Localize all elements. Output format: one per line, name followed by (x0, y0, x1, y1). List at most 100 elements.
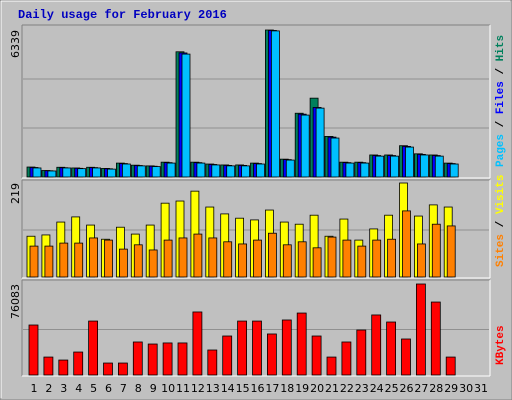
bar (326, 356, 337, 376)
bar (223, 241, 233, 278)
bar (330, 137, 340, 178)
bar (29, 245, 39, 278)
bar (44, 245, 54, 278)
bar (208, 237, 218, 278)
bar (118, 362, 128, 376)
bar (419, 154, 429, 178)
x-tick-label: 6 (105, 382, 112, 395)
bar (162, 342, 173, 376)
x-tick-label: 9 (150, 382, 157, 395)
x-tick-label: 8 (135, 382, 142, 395)
bar (415, 283, 426, 376)
bar (77, 168, 87, 178)
legend-entry: Sites (495, 234, 507, 267)
bar (178, 237, 188, 278)
bar (92, 167, 101, 178)
x-tick-label: 31 (474, 382, 488, 395)
x-tick-label: 10 (161, 382, 175, 395)
bar (166, 162, 176, 178)
bar (47, 170, 57, 178)
bar (103, 362, 113, 376)
bar (181, 53, 191, 178)
bar (387, 238, 397, 278)
bar (237, 320, 248, 376)
x-tick-label: 14 (221, 382, 235, 395)
x-tick-label: 18 (280, 382, 294, 395)
x-tick-label: 30 (459, 382, 473, 395)
bar (177, 342, 188, 376)
bar (372, 239, 382, 278)
bar (360, 162, 370, 178)
bar (62, 167, 72, 178)
bar (136, 165, 146, 178)
x-tick-label: 21 (325, 382, 339, 395)
bar (28, 324, 39, 376)
bar (107, 168, 116, 178)
x-tick-label: 2 (45, 382, 52, 395)
x-tick-label: 23 (355, 382, 369, 395)
bar (266, 333, 277, 376)
x-tick-label: 24 (370, 382, 384, 395)
legend-entry: Pages (495, 134, 507, 167)
bar (434, 155, 444, 178)
legend: Pages / Files / Hits (495, 35, 507, 167)
legend: KBytes (495, 325, 507, 365)
x-tick-label: 7 (120, 382, 127, 395)
bar (296, 312, 307, 376)
bar (74, 242, 84, 278)
bar (375, 155, 385, 178)
bar (196, 162, 206, 178)
bar (401, 338, 411, 376)
bar (342, 239, 352, 278)
bar (311, 335, 322, 376)
x-tick-label: 16 (251, 382, 265, 395)
bar (151, 166, 161, 178)
bar (119, 248, 128, 278)
bar (253, 239, 262, 278)
bar (416, 243, 426, 278)
bar (390, 155, 400, 178)
bar (312, 247, 322, 278)
bar (163, 239, 173, 278)
bar (357, 245, 367, 278)
bar (133, 244, 143, 278)
bar (32, 167, 42, 178)
y-tick-label: 219 (9, 183, 22, 204)
x-tick-label: 29 (444, 382, 458, 395)
bar (345, 162, 355, 178)
x-tick-label: 27 (414, 382, 428, 395)
x-tick-label: 17 (265, 382, 279, 395)
x-tick-label: 11 (176, 382, 190, 395)
bar (446, 225, 456, 278)
legend-entry: Visits (495, 175, 507, 215)
x-tick-label: 12 (191, 382, 205, 395)
bar (58, 359, 69, 376)
bar (88, 320, 98, 376)
x-tick-label: 5 (90, 382, 97, 395)
bar (122, 163, 131, 178)
bar (132, 341, 143, 376)
x-tick-label: 28 (429, 382, 443, 395)
bar (297, 241, 307, 278)
x-tick-label: 15 (236, 382, 250, 395)
bar (241, 165, 251, 178)
x-tick-label: 1 (31, 382, 38, 395)
bar (356, 329, 367, 376)
legend: Sites / Visits (495, 175, 507, 267)
bar (300, 114, 310, 178)
bar (445, 356, 456, 376)
bar (89, 237, 98, 278)
x-tick-label: 20 (310, 382, 324, 395)
bar (104, 239, 113, 278)
bar (386, 321, 397, 376)
legend-entry: Files (495, 81, 507, 114)
bar (238, 243, 248, 278)
bar (285, 159, 295, 178)
bar (193, 233, 203, 278)
bar (207, 349, 218, 376)
bar (430, 301, 441, 376)
x-tick-label: 26 (400, 382, 414, 395)
bar (327, 236, 337, 278)
legend-entry: Hits (495, 35, 507, 61)
bar (222, 335, 233, 376)
